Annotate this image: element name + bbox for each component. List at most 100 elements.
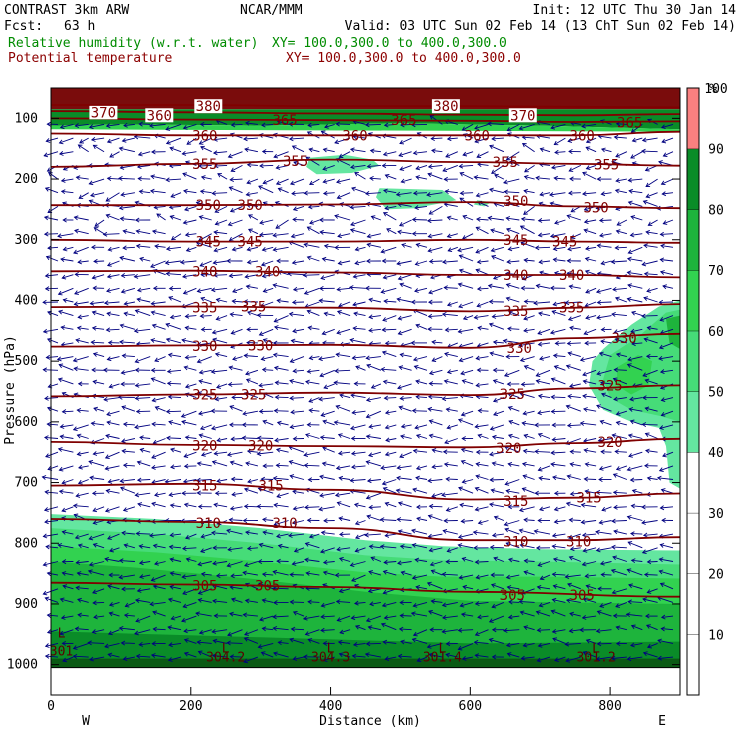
wind-arrow	[350, 286, 366, 290]
wind-arrow-shaft	[538, 630, 551, 631]
wind-arrow	[212, 288, 227, 292]
wind-arrow	[122, 439, 135, 443]
wind-arrow	[647, 288, 658, 292]
theta-label: 315	[576, 491, 601, 507]
wind-arrow	[76, 339, 89, 343]
wind-arrow	[552, 438, 565, 442]
wind-arrow	[432, 493, 442, 497]
wind-arrow	[167, 138, 181, 144]
wind-arrow	[59, 364, 73, 370]
wind-arrow	[461, 370, 473, 375]
wind-arrow	[428, 247, 442, 252]
wind-arrow	[460, 269, 473, 275]
wind-arrow	[48, 407, 58, 411]
wind-arrow	[552, 423, 565, 427]
wind-arrow	[122, 406, 135, 411]
wind-arrow	[568, 352, 581, 357]
wind-arrow-shaft	[461, 193, 474, 194]
wind-arrow	[78, 260, 89, 264]
wind-arrow	[136, 218, 150, 222]
wind-arrow	[124, 507, 135, 512]
wind-arrow	[293, 329, 304, 333]
wind-arrow	[445, 463, 458, 467]
wind-arrow	[169, 297, 181, 302]
wind-arrow	[555, 366, 566, 371]
wind-arrow	[540, 356, 550, 360]
wind-arrow-shaft	[152, 424, 166, 425]
wind-arrow-shaft	[459, 165, 473, 166]
wind-arrow-shaft	[536, 247, 550, 248]
wind-arrow	[199, 216, 211, 221]
wind-arrow	[136, 230, 150, 234]
wind-arrow	[104, 397, 119, 401]
wind-arrow	[584, 449, 596, 453]
wind-arrow	[402, 244, 412, 248]
wind-arrow	[92, 368, 104, 372]
wind-arrow-shaft	[601, 452, 611, 453]
wind-arrow	[307, 369, 319, 373]
wind-arrow	[461, 191, 474, 195]
wind-arrow	[446, 152, 458, 158]
wind-arrow	[79, 465, 89, 469]
wind-arrow	[335, 245, 350, 249]
wind-arrow	[74, 247, 89, 254]
wind-arrow	[536, 379, 550, 384]
header-fcst-label: Fcst:	[4, 19, 43, 34]
wind-arrow	[124, 422, 135, 426]
wind-arrow	[46, 274, 58, 278]
wind-arrow	[416, 380, 427, 384]
wind-arrow	[260, 220, 273, 224]
wind-arrow	[567, 259, 580, 263]
wind-arrow	[568, 423, 581, 427]
wind-arrow	[459, 255, 473, 261]
wind-arrow	[42, 476, 58, 480]
wind-arrow	[78, 315, 89, 319]
wind-arrow	[614, 505, 627, 509]
wind-arrow	[184, 189, 197, 193]
wind-arrow	[462, 448, 473, 452]
wind-arrow	[108, 479, 119, 483]
wind-arrow	[277, 448, 289, 452]
wind-arrow	[339, 434, 350, 439]
wind-arrow-shaft	[122, 275, 135, 276]
wind-arrow	[539, 260, 550, 264]
wind-arrow	[231, 437, 242, 441]
wind-arrow-shaft	[430, 261, 443, 262]
wind-arrow	[213, 329, 228, 334]
wind-arrow	[476, 269, 488, 275]
wind-arrow	[535, 491, 550, 495]
wind-arrow	[428, 479, 442, 483]
wind-arrow	[334, 381, 350, 385]
wind-arrow	[585, 341, 596, 345]
wind-arrow	[416, 476, 427, 480]
wind-arrow	[352, 436, 366, 440]
wind-arrow	[249, 215, 258, 220]
wind-arrow	[444, 450, 458, 454]
wind-arrow	[584, 408, 596, 412]
wind-arrow	[167, 338, 181, 343]
wind-arrow	[336, 493, 350, 497]
wind-arrow	[307, 423, 319, 427]
wind-arrow	[338, 311, 350, 316]
wind-arrow	[443, 165, 458, 171]
wind-arrow	[431, 137, 442, 141]
wind-arrow-shaft	[413, 220, 427, 221]
wind-arrow	[553, 533, 566, 537]
wind-arrow	[432, 449, 442, 453]
wind-arrow	[646, 193, 657, 198]
wind-arrow	[586, 270, 596, 275]
wind-arrow	[105, 301, 120, 305]
wind-arrow	[524, 434, 534, 438]
wind-arrow	[169, 395, 181, 399]
wind-arrow-shaft	[642, 316, 658, 317]
wind-arrow	[554, 176, 565, 180]
wind-arrow	[553, 476, 566, 480]
wind-arrow	[614, 474, 627, 480]
header-valid: Valid: 03 UTC Sun 02 Feb 14 (13 ChT Sun …	[345, 19, 736, 34]
wind-arrow	[381, 367, 396, 371]
wind-arrow	[201, 425, 212, 430]
wind-arrow-shaft	[106, 193, 119, 201]
wind-arrow-shaft	[443, 261, 458, 262]
wind-arrow-shaft	[598, 302, 612, 303]
wind-arrow-shaft	[430, 506, 443, 507]
